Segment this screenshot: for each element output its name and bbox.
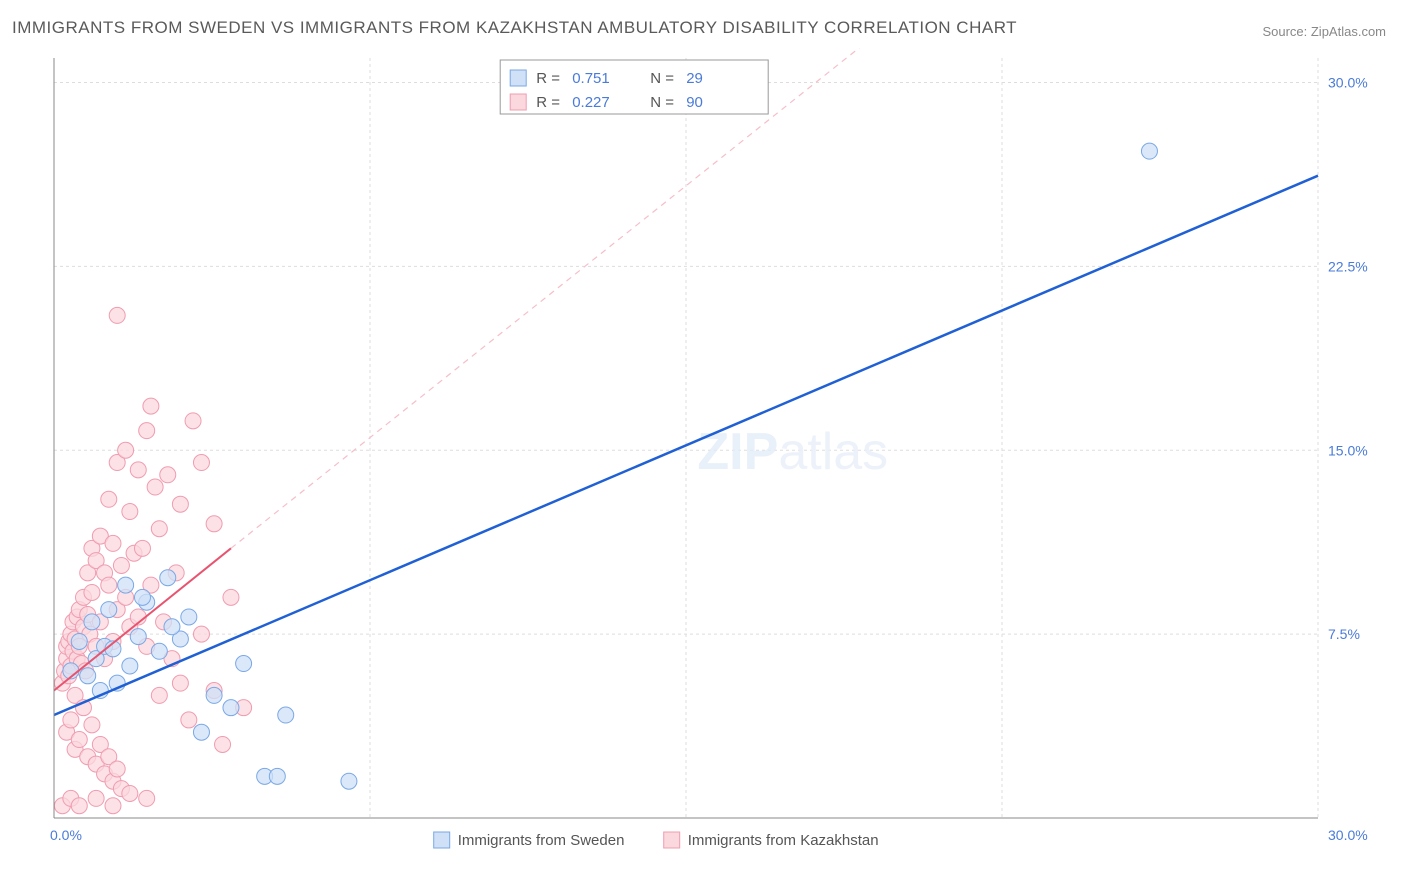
source-attribution: Source: ZipAtlas.com (1262, 24, 1386, 39)
data-point (84, 614, 100, 630)
data-point (139, 790, 155, 806)
data-point (147, 479, 163, 495)
data-point (1141, 143, 1157, 159)
stats-r-value: 0.227 (572, 94, 610, 111)
data-point (101, 602, 117, 618)
data-point (109, 761, 125, 777)
data-point (193, 626, 209, 642)
watermark: ZIPatlas (697, 423, 888, 481)
data-point (134, 589, 150, 605)
data-point (122, 785, 138, 801)
data-point (122, 504, 138, 520)
data-point (80, 668, 96, 684)
data-point (84, 584, 100, 600)
data-point (269, 768, 285, 784)
stats-n-label: N = (650, 94, 674, 111)
data-point (101, 491, 117, 507)
y-tick-label: 7.5% (1328, 626, 1360, 642)
y-tick-label: 30.0% (1328, 75, 1368, 91)
legend-swatch (434, 832, 450, 848)
data-point (151, 687, 167, 703)
data-point (172, 496, 188, 512)
data-point (151, 521, 167, 537)
data-point (172, 675, 188, 691)
data-point (215, 736, 231, 752)
x-tick-label: 30.0% (1328, 827, 1368, 843)
data-point (151, 643, 167, 659)
data-point (206, 687, 222, 703)
data-point (278, 707, 294, 723)
stats-n-value: 29 (686, 70, 703, 87)
data-point (143, 398, 159, 414)
stats-swatch (510, 94, 526, 110)
data-point (236, 656, 252, 672)
data-point (193, 455, 209, 471)
data-point (118, 442, 134, 458)
data-point (181, 609, 197, 625)
stats-r-label: R = (536, 70, 560, 87)
x-tick-label: 0.0% (50, 827, 82, 843)
chart-container: IMMIGRANTS FROM SWEDEN VS IMMIGRANTS FRO… (0, 0, 1406, 892)
data-point (84, 717, 100, 733)
data-point (206, 516, 222, 532)
data-point (134, 540, 150, 556)
data-point (193, 724, 209, 740)
y-tick-label: 22.5% (1328, 258, 1368, 274)
data-point (139, 423, 155, 439)
data-point (105, 535, 121, 551)
data-point (223, 589, 239, 605)
data-point (71, 798, 87, 814)
data-point (164, 619, 180, 635)
legend-label: Immigrants from Kazakhstan (688, 832, 879, 849)
stats-r-label: R = (536, 94, 560, 111)
chart-title: IMMIGRANTS FROM SWEDEN VS IMMIGRANTS FRO… (12, 18, 1017, 38)
data-point (341, 773, 357, 789)
data-point (160, 467, 176, 483)
data-point (130, 629, 146, 645)
stats-n-value: 90 (686, 94, 703, 111)
data-point (118, 577, 134, 593)
data-point (113, 557, 129, 573)
legend-label: Immigrants from Sweden (458, 832, 625, 849)
data-point (88, 790, 104, 806)
stats-swatch (510, 70, 526, 86)
stats-n-label: N = (650, 70, 674, 87)
data-point (63, 712, 79, 728)
data-point (71, 732, 87, 748)
scatter-chart: ZIPatlas7.5%15.0%22.5%30.0%0.0%30.0%R = … (48, 48, 1378, 858)
stats-r-value: 0.751 (572, 70, 610, 87)
data-point (130, 462, 146, 478)
data-point (109, 307, 125, 323)
data-point (223, 700, 239, 716)
data-point (181, 712, 197, 728)
data-point (71, 633, 87, 649)
legend-swatch (664, 832, 680, 848)
data-point (122, 658, 138, 674)
data-point (105, 798, 121, 814)
data-point (185, 413, 201, 429)
data-point (160, 570, 176, 586)
y-tick-label: 15.0% (1328, 442, 1368, 458)
data-point (101, 577, 117, 593)
